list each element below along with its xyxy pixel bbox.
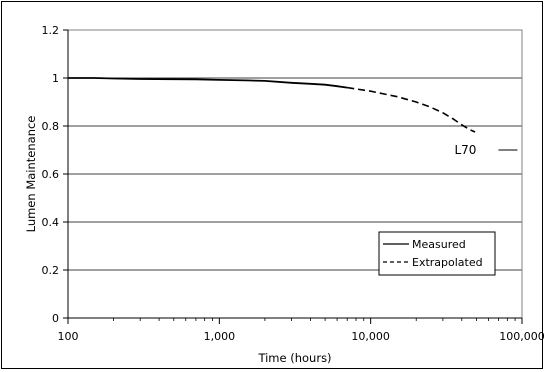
legend-label-extrapolated: Extrapolated [412,256,483,269]
legend-label-measured: Measured [412,238,466,251]
series-line-extrapolated [347,86,476,133]
x-tick-label: 100 [58,330,79,343]
x-tick-label: 100,000 [499,330,545,343]
y-tick-label: 0.4 [42,216,60,229]
legend-box [378,231,496,276]
y-tick-label: 0 [52,312,59,325]
series-group [68,77,476,133]
legend: Measured Extrapolated [378,231,496,276]
x-axis-title: Time (hours) [257,351,331,365]
y-tick-label: 1.2 [42,24,60,37]
x-axis: 100 1,000 10,000 100,000 [58,317,545,343]
l70-annotation: L70 [454,143,476,157]
y-axis-title: Lumen Maintenance [24,116,38,233]
y-tick-label: 0.6 [42,168,60,181]
y-axis: 0 0.2 0.4 0.6 0.8 1 1.2 [42,24,69,325]
y-tick-label: 1 [52,72,59,85]
y-tick-label: 0.2 [42,264,60,277]
y-tick-label: 0.8 [42,120,60,133]
x-tick-label: 1,000 [204,330,236,343]
series-line-measured [68,77,348,89]
x-tick-label: 10,000 [351,330,390,343]
